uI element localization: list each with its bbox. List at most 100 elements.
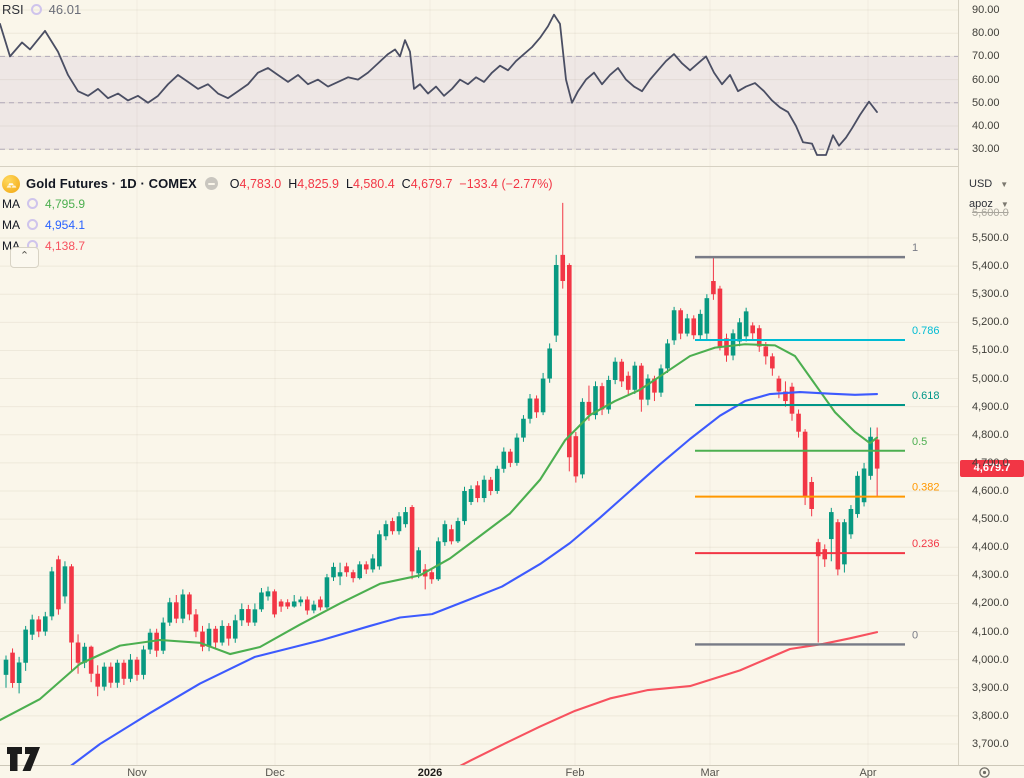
candle bbox=[187, 592, 192, 621]
chevron-down-icon: ▼ bbox=[1000, 179, 1009, 189]
candle bbox=[396, 512, 402, 535]
candle bbox=[494, 465, 500, 494]
candle bbox=[573, 431, 579, 483]
price-tick-label: 4,200.0 bbox=[972, 597, 1009, 610]
price-axis[interactable]: USD ▼ apoz ▼ 5,600.0 4,679.7 90.00 80.00 7… bbox=[958, 0, 1024, 765]
candle bbox=[16, 656, 22, 694]
time-axis[interactable]: Nov Dec 2026 Feb Mar Apr bbox=[0, 765, 1024, 778]
fib-level-label-0: 0 bbox=[912, 629, 918, 641]
candle bbox=[488, 476, 493, 496]
month-label-2026: 2026 bbox=[417, 767, 443, 778]
candle bbox=[285, 599, 290, 610]
candle bbox=[698, 309, 703, 341]
rsi-line bbox=[0, 13, 878, 156]
unit-selector[interactable]: apoz ▼ bbox=[969, 198, 1009, 210]
ma-value-blue: 4,954.1 bbox=[45, 217, 86, 232]
candle bbox=[822, 544, 828, 567]
candle bbox=[115, 659, 120, 688]
candle bbox=[534, 395, 539, 418]
candle bbox=[835, 519, 841, 576]
candle bbox=[508, 448, 513, 468]
candle bbox=[239, 603, 245, 626]
candle bbox=[743, 307, 749, 342]
candle bbox=[246, 604, 251, 626]
candle bbox=[324, 573, 330, 610]
indicator-loader-icon bbox=[27, 198, 38, 209]
candle bbox=[658, 364, 664, 397]
candle bbox=[36, 616, 42, 638]
ma-blue-line[interactable] bbox=[55, 390, 879, 765]
high-value: 4,825.9 bbox=[297, 176, 339, 191]
chevron-up-icon: ⌃ bbox=[19, 250, 30, 262]
currency-selector[interactable]: USD ▼ bbox=[969, 178, 1009, 190]
ma-red-line[interactable] bbox=[437, 631, 879, 765]
candle bbox=[128, 654, 133, 683]
candle bbox=[612, 357, 618, 385]
candle bbox=[455, 517, 461, 544]
candle bbox=[82, 642, 87, 669]
candle bbox=[69, 564, 74, 671]
candle bbox=[108, 662, 114, 688]
candle bbox=[678, 308, 683, 340]
candle bbox=[23, 625, 28, 671]
candle bbox=[750, 322, 755, 340]
candle bbox=[357, 561, 362, 580]
ohlc-readout: O4,783.0 H4,825.9 L4,580.4 C4,679.7 −133… bbox=[229, 176, 553, 191]
candle bbox=[684, 313, 690, 337]
candle bbox=[868, 427, 873, 480]
fib-level-label-0.236: 0.236 bbox=[912, 538, 940, 550]
candle bbox=[200, 625, 205, 652]
candle bbox=[167, 597, 173, 626]
candle bbox=[252, 603, 258, 626]
rsi-tick-label: 80.00 bbox=[972, 27, 1000, 40]
candle bbox=[56, 555, 61, 615]
ma-legend-row-1[interactable]: MA 4,795.9 bbox=[2, 196, 86, 211]
candle bbox=[599, 382, 605, 416]
candle bbox=[553, 254, 559, 343]
price-tick-label: 5,400.0 bbox=[972, 260, 1009, 273]
rsi-tick-label: 30.00 bbox=[972, 143, 1000, 156]
candle bbox=[514, 433, 520, 466]
price-tick-label: 3,900.0 bbox=[972, 681, 1009, 694]
candle bbox=[547, 343, 552, 383]
rsi-tick-label: 50.00 bbox=[972, 96, 1000, 109]
ma-value-green: 4,795.9 bbox=[45, 196, 86, 211]
candle bbox=[232, 614, 238, 643]
candle bbox=[134, 656, 140, 681]
candle bbox=[409, 505, 415, 580]
candle bbox=[95, 665, 100, 697]
open-value: 4,783.0 bbox=[239, 176, 282, 191]
fib-level-label-0.618: 0.618 bbox=[912, 390, 940, 402]
last-price-badge[interactable]: 4,679.7 bbox=[960, 460, 1024, 478]
ma-green-line[interactable] bbox=[0, 343, 879, 722]
rsi-indicator-label: RSI bbox=[2, 2, 24, 17]
candle bbox=[141, 645, 146, 680]
candle bbox=[625, 371, 631, 396]
candle bbox=[62, 561, 68, 604]
candle bbox=[580, 398, 585, 479]
collapse-pane-button[interactable]: ⌃ bbox=[10, 247, 39, 268]
candle bbox=[278, 599, 284, 612]
candle bbox=[88, 645, 94, 683]
data-source-icon[interactable] bbox=[204, 177, 218, 190]
price-pane-canvas[interactable]: 1 0.786 0.618 0.5 0.382 0.236 0 bbox=[0, 167, 958, 765]
candle bbox=[567, 263, 572, 472]
pane-divider[interactable] bbox=[0, 166, 1024, 167]
candle bbox=[337, 562, 343, 586]
price-tick-label: 4,500.0 bbox=[972, 513, 1009, 526]
candle bbox=[193, 609, 199, 638]
ma-legend-row-2[interactable]: MA 4,954.1 bbox=[2, 217, 86, 232]
symbol-legend[interactable]: Gold Futures · 1D · COMEX O4,783.0 H4,82… bbox=[2, 174, 553, 256]
rsi-tick-label: 40.00 bbox=[972, 120, 1000, 132]
ma-legend-row-3[interactable]: MA 4,138.7 bbox=[2, 238, 86, 253]
candle bbox=[403, 507, 408, 528]
candle bbox=[691, 315, 697, 340]
fib-level-label-0.786: 0.786 bbox=[912, 325, 940, 337]
candle bbox=[101, 662, 107, 691]
rsi-pane-canvas[interactable] bbox=[0, 0, 958, 166]
price-tick-label: 4,100.0 bbox=[972, 625, 1009, 638]
candle bbox=[711, 256, 716, 300]
candle bbox=[291, 595, 297, 608]
rsi-legend[interactable]: RSI 46.01 bbox=[2, 2, 81, 17]
month-label-Nov: Nov bbox=[127, 767, 147, 778]
